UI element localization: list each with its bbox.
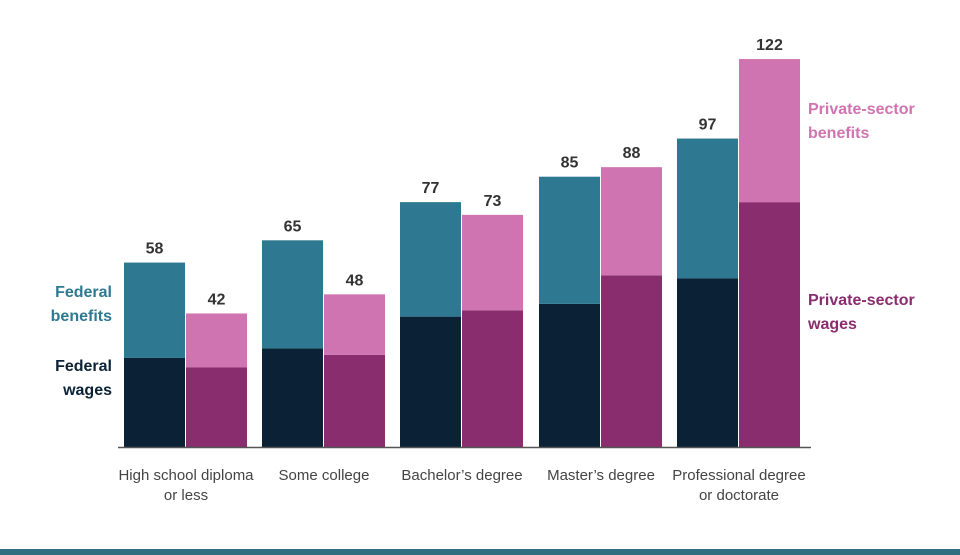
- bar-private-sector-benefits-2: [462, 214, 523, 311]
- bar-private-sector-wages-2: [462, 310, 523, 447]
- legend-private-wages-line-1: wages: [807, 316, 857, 333]
- value-label-federal-1: 65: [284, 218, 302, 235]
- bar-federal-wages-0: [124, 357, 185, 447]
- value-label-private-4: 122: [756, 37, 783, 54]
- bar-private-sector-wages-4: [739, 202, 800, 447]
- bar-private-sector-benefits-3: [601, 167, 662, 276]
- value-label-federal-2: 77: [422, 180, 440, 197]
- category-label-0-line-0: High school diploma: [118, 467, 254, 484]
- bar-private-sector-wages-3: [601, 275, 662, 447]
- legend-layer: Federal benefits Federal wages Private-secto…: [51, 101, 915, 399]
- category-label-1-line-0: Some college: [279, 467, 370, 484]
- bar-private-sector-wages-1: [324, 354, 385, 447]
- bars-layer: [124, 59, 800, 447]
- bottom-rule: [0, 549, 960, 555]
- bar-private-sector-benefits-1: [324, 294, 385, 355]
- bar-federal-benefits-3: [539, 176, 600, 304]
- value-label-federal-4: 97: [699, 117, 717, 134]
- bar-private-sector-benefits-4: [739, 59, 800, 203]
- bar-federal-benefits-4: [677, 138, 738, 279]
- value-label-private-3: 88: [623, 145, 641, 162]
- category-label-0-line-1: or less: [164, 487, 208, 504]
- legend-private-benefits-line-0: Private-sector: [808, 101, 915, 118]
- value-label-federal-0: 58: [146, 241, 164, 258]
- bar-federal-wages-4: [677, 278, 738, 447]
- value-label-private-0: 42: [208, 291, 226, 308]
- category-labels-layer: High school diploma or less Some college Ba…: [118, 467, 805, 504]
- bar-federal-wages-3: [539, 303, 600, 447]
- legend-private-wages-line-0: Private-sector: [808, 292, 915, 309]
- bar-private-sector-benefits-0: [186, 313, 247, 368]
- legend-federal-benefits-line-0: Federal: [55, 284, 112, 301]
- bar-federal-benefits-2: [400, 202, 461, 317]
- value-labels-layer: 58 42 65 48 77 73 85 88 97 122: [146, 37, 783, 308]
- category-label-4-line-0: Professional degree: [672, 467, 805, 484]
- value-label-private-1: 48: [346, 272, 364, 289]
- legend-federal-wages-line-0: Federal: [55, 358, 112, 375]
- bar-federal-wages-2: [400, 316, 461, 447]
- legend-federal-wages-line-1: wages: [62, 382, 112, 399]
- category-label-4-line-1: or doctorate: [699, 487, 779, 504]
- value-label-private-2: 73: [484, 193, 502, 210]
- bar-federal-wages-1: [262, 348, 323, 447]
- bar-federal-benefits-1: [262, 240, 323, 349]
- bar-private-sector-wages-0: [186, 367, 247, 447]
- bar-federal-benefits-0: [124, 262, 185, 358]
- legend-private-benefits-line-1: benefits: [808, 125, 869, 142]
- category-label-2-line-0: Bachelor’s degree: [401, 467, 522, 484]
- value-label-federal-3: 85: [561, 155, 579, 172]
- category-label-3-line-0: Master’s degree: [547, 467, 655, 484]
- legend-federal-benefits-line-1: benefits: [51, 308, 112, 325]
